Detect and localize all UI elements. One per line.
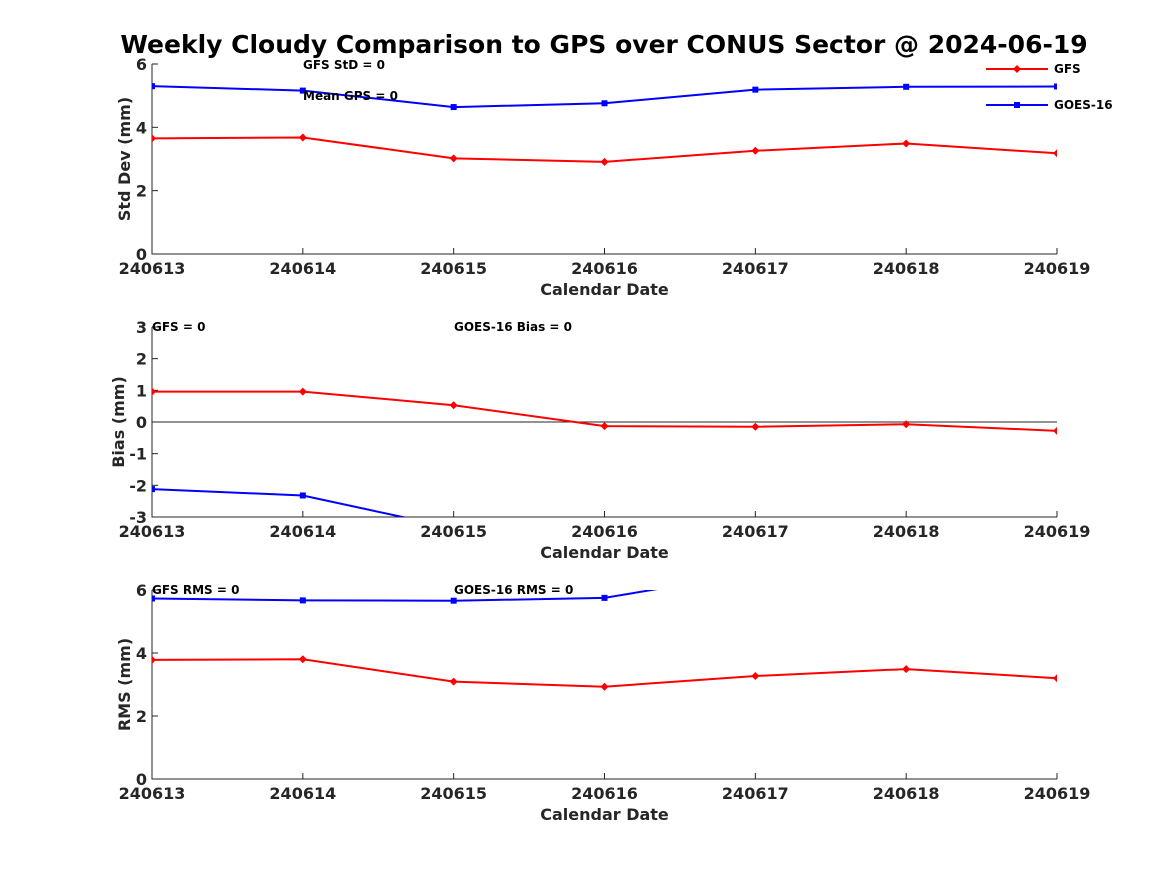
data-point-goes-16 (752, 570, 758, 576)
data-point-goes-16 (601, 100, 608, 107)
data-point-goes-16 (752, 86, 759, 93)
y-axis-label: RMS (mm) (115, 638, 134, 731)
data-point-gfs (298, 655, 307, 664)
data-point-gfs (152, 387, 156, 396)
data-point-gfs (1053, 426, 1057, 435)
x-tick-label: 240613 (119, 784, 186, 803)
data-point-goes-16 (299, 87, 306, 94)
data-point-gfs (152, 134, 156, 143)
y-tick-label: 3 (136, 318, 147, 337)
y-tick-label: 4 (136, 118, 147, 137)
data-point-gfs (600, 422, 609, 431)
data-point-goes-16 (299, 597, 306, 604)
data-point-goes-16 (903, 83, 910, 90)
y-tick-label: 0 (136, 770, 147, 789)
y-tick-label: -3 (129, 508, 147, 527)
data-point-gfs (902, 420, 911, 429)
y-tick-label: -1 (129, 445, 147, 464)
x-tick-label: 240614 (269, 784, 336, 803)
x-tick-label: 240616 (571, 522, 638, 541)
std-dev-panel: 240613 240614 240615 240616 240617 240618 2406… (115, 55, 1090, 299)
x-tick-label: 240613 (119, 522, 186, 541)
annotation-text: GOES-16 RMS = 0 (454, 583, 573, 597)
data-point-gfs (449, 677, 458, 686)
x-tick-label: 240619 (1024, 784, 1091, 803)
data-point-gfs (751, 671, 760, 680)
x-tick-label: 240616 (571, 784, 638, 803)
x-axis-label: Calendar Date (540, 280, 669, 299)
data-point-gfs (449, 401, 458, 410)
y-tick-label: 2 (136, 707, 147, 726)
y-tick-label: 6 (136, 55, 147, 74)
data-point-gfs (152, 655, 156, 664)
legend-marker-goes-16 (1014, 102, 1020, 108)
y-tick-label: 6 (136, 581, 147, 600)
x-tick-label: 240619 (1024, 522, 1091, 541)
x-tick-label: 240615 (420, 259, 487, 278)
x-tick-label: 240615 (420, 784, 487, 803)
x-tick-label: 240617 (722, 784, 789, 803)
data-point-goes-16 (152, 83, 155, 90)
x-tick-label: 240613 (119, 259, 186, 278)
x-tick-label: 240616 (571, 259, 638, 278)
data-point-gfs (600, 682, 609, 691)
legend-label-gfs: GFS (1054, 62, 1081, 76)
x-axis-label: Calendar Date (540, 543, 669, 562)
data-point-gfs (902, 665, 911, 674)
x-tick-label: 240614 (269, 259, 336, 278)
data-point-goes-16 (450, 104, 457, 111)
x-tick-label: 240618 (873, 522, 940, 541)
annotation-text: Mean GPS = 0 (303, 89, 398, 103)
data-point-gfs (600, 157, 609, 166)
data-point-goes-16 (1054, 83, 1057, 90)
legend: GFS GOES-16 (986, 62, 1113, 112)
x-tick-label: 240618 (873, 784, 940, 803)
y-tick-label: 2 (136, 350, 147, 369)
x-tick-label: 240617 (722, 259, 789, 278)
legend-label-goes-16: GOES-16 (1054, 98, 1113, 112)
x-tick-label: 240619 (1024, 259, 1091, 278)
x-tick-label: 240614 (269, 522, 336, 541)
data-point-goes-16 (152, 486, 155, 493)
annotation-text: GFS RMS = 0 (152, 583, 239, 597)
rms-panel: 240613 240614 240615 240616 240617 240618 2406… (115, 570, 1091, 824)
data-point-gfs (298, 387, 307, 396)
data-point-goes-16 (450, 597, 457, 604)
data-point-goes-16 (299, 492, 306, 499)
y-tick-label: 4 (136, 644, 147, 663)
x-tick-label: 240618 (873, 259, 940, 278)
y-tick-label: 1 (136, 381, 147, 400)
y-axis-label: Std Dev (mm) (115, 97, 134, 221)
figure-title: Weekly Cloudy Comparison to GPS over CON… (120, 30, 1087, 59)
x-axis-label: Calendar Date (540, 805, 669, 824)
annotation-text: GOES-16 Bias = 0 (454, 320, 572, 334)
data-point-gfs (902, 139, 911, 148)
y-tick-label: -2 (129, 476, 147, 495)
x-tick-label: 240617 (722, 522, 789, 541)
y-tick-label: 0 (136, 245, 147, 264)
data-point-gfs (1053, 149, 1057, 158)
data-point-gfs (751, 146, 760, 155)
y-tick-label: 2 (136, 182, 147, 201)
data-point-gfs (449, 154, 458, 163)
data-point-gfs (751, 422, 760, 431)
y-axis-label: Bias (mm) (109, 376, 128, 468)
annotation-text: GFS = 0 (152, 320, 205, 334)
data-point-gfs (298, 133, 307, 142)
data-point-gfs (1053, 674, 1057, 683)
series-line-gfs (152, 658, 1057, 688)
x-tick-label: 240615 (420, 522, 487, 541)
legend-marker-gfs (1013, 65, 1021, 73)
data-point-goes-16 (152, 595, 155, 602)
y-tick-label: 0 (136, 413, 147, 432)
annotation-text: GFS StD = 0 (303, 58, 385, 72)
bias-panel: 240613 240614 240615 240616 240617 240618 2406… (109, 318, 1090, 562)
data-point-goes-16 (601, 594, 608, 601)
